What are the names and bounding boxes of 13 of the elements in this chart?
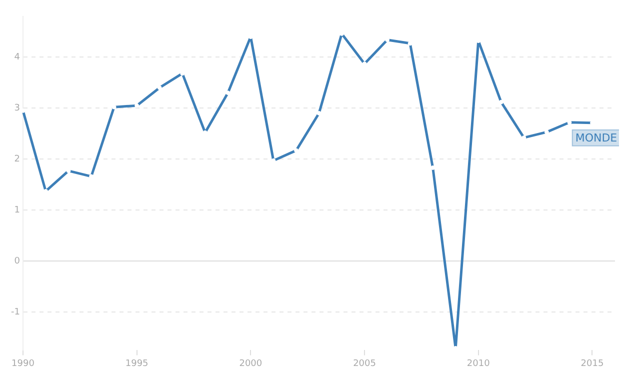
x-tick-label: 2005 xyxy=(353,358,376,369)
x-tick-label: 1990 xyxy=(12,358,35,369)
x-tick-label: 1995 xyxy=(125,358,148,369)
x-tick-label: 2000 xyxy=(239,358,262,369)
x-tick-label: 2015 xyxy=(580,358,604,369)
x-tick-label: 2010 xyxy=(466,358,490,369)
y-tick-label: -1 xyxy=(10,307,20,318)
y-tick-label: 3 xyxy=(14,103,20,114)
y-tick-label: 0 xyxy=(14,256,20,266)
y-tick-label: 1 xyxy=(14,205,20,216)
y-tick-label: 2 xyxy=(14,154,20,164)
y-tick-label: 4 xyxy=(14,52,20,63)
series-label: MONDE xyxy=(575,131,618,144)
